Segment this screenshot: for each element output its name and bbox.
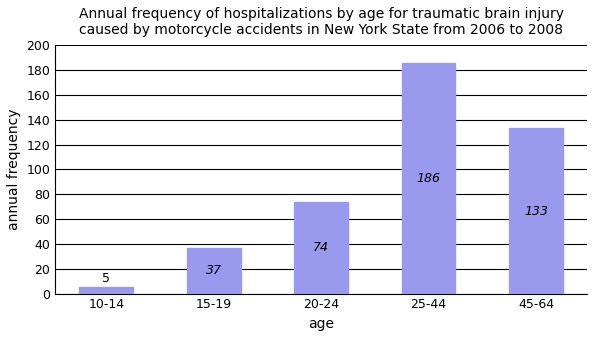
Bar: [402, 63, 456, 294]
Text: 186: 186: [416, 172, 441, 185]
Bar: [509, 128, 563, 294]
Text: 37: 37: [206, 264, 222, 277]
Text: 5: 5: [102, 272, 110, 285]
X-axis label: age: age: [308, 317, 334, 331]
Bar: [187, 248, 241, 294]
Bar: [294, 202, 348, 294]
Bar: [80, 287, 133, 294]
Title: Annual frequency of hospitalizations by age for traumatic brain injury
caused by: Annual frequency of hospitalizations by …: [78, 7, 564, 37]
Text: 133: 133: [524, 204, 548, 218]
Y-axis label: annual frequency: annual frequency: [7, 109, 21, 230]
Text: 74: 74: [313, 241, 329, 254]
